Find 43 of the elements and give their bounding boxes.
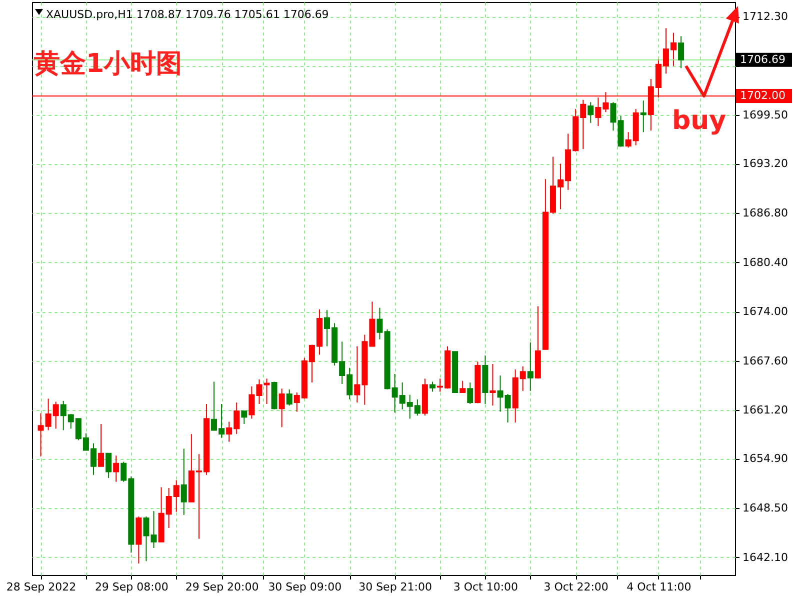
candlestick [490,363,496,406]
ref-line-label: 1706.69 [740,52,786,66]
y-tick-label: 1693.20 [742,157,788,170]
annotation: buy [672,106,726,136]
y-tick-label: 1648.50 [742,501,788,514]
candlestick [640,100,646,133]
y-tick-label: 1667.60 [742,354,788,368]
candlestick [143,516,150,562]
x-tick-label: 29 Sep 20:00 [185,580,259,594]
candlestick [150,510,157,549]
x-tick-label: 30 Sep 09:00 [268,580,342,594]
candlestick [241,410,248,425]
text: XAUUSD.pro,H1 1708.87 1709.76 1705.61 1706.69 [46,8,329,21]
x-tick-label: 28 Sep 2022 [6,580,76,594]
y-tick-label: 1686.80 [742,206,788,220]
candlestick [106,452,112,478]
candlestick [98,424,104,467]
annotation: 黄金1小时图 [33,49,182,79]
y-tick-label: 1654.90 [742,452,788,466]
candlestick [376,307,383,340]
candlestick [113,455,120,482]
x-tick-label: 4 Oct 11:00 [626,580,692,594]
candlestick [460,380,466,393]
candlestick [678,36,684,69]
candlestick [527,342,534,392]
candlestick [429,381,436,392]
candlestick [286,388,292,406]
candlestick [610,102,616,132]
x-tick-label: 30 Sep 21:00 [358,580,432,594]
y-tick-label: 1674.00 [742,305,788,318]
candlestick [278,388,285,428]
x-tick-label: 3 Oct 22:00 [544,580,608,594]
y-tick-label: 1680.40 [742,256,788,269]
candlestick [180,448,187,516]
y-tick-label: 1712.30 [742,10,788,24]
x-tick-label: 29 Sep 08:00 [94,580,168,594]
ref-line-label: 1702.00 [740,88,786,102]
y-tick-label: 1699.50 [742,108,788,122]
y-tick-label: 1661.20 [742,404,788,417]
x-tick-label: 3 Oct 10:00 [453,580,518,594]
candlestick [467,382,474,405]
candlestick [588,102,594,124]
y-tick-label: 1642.10 [742,550,788,564]
